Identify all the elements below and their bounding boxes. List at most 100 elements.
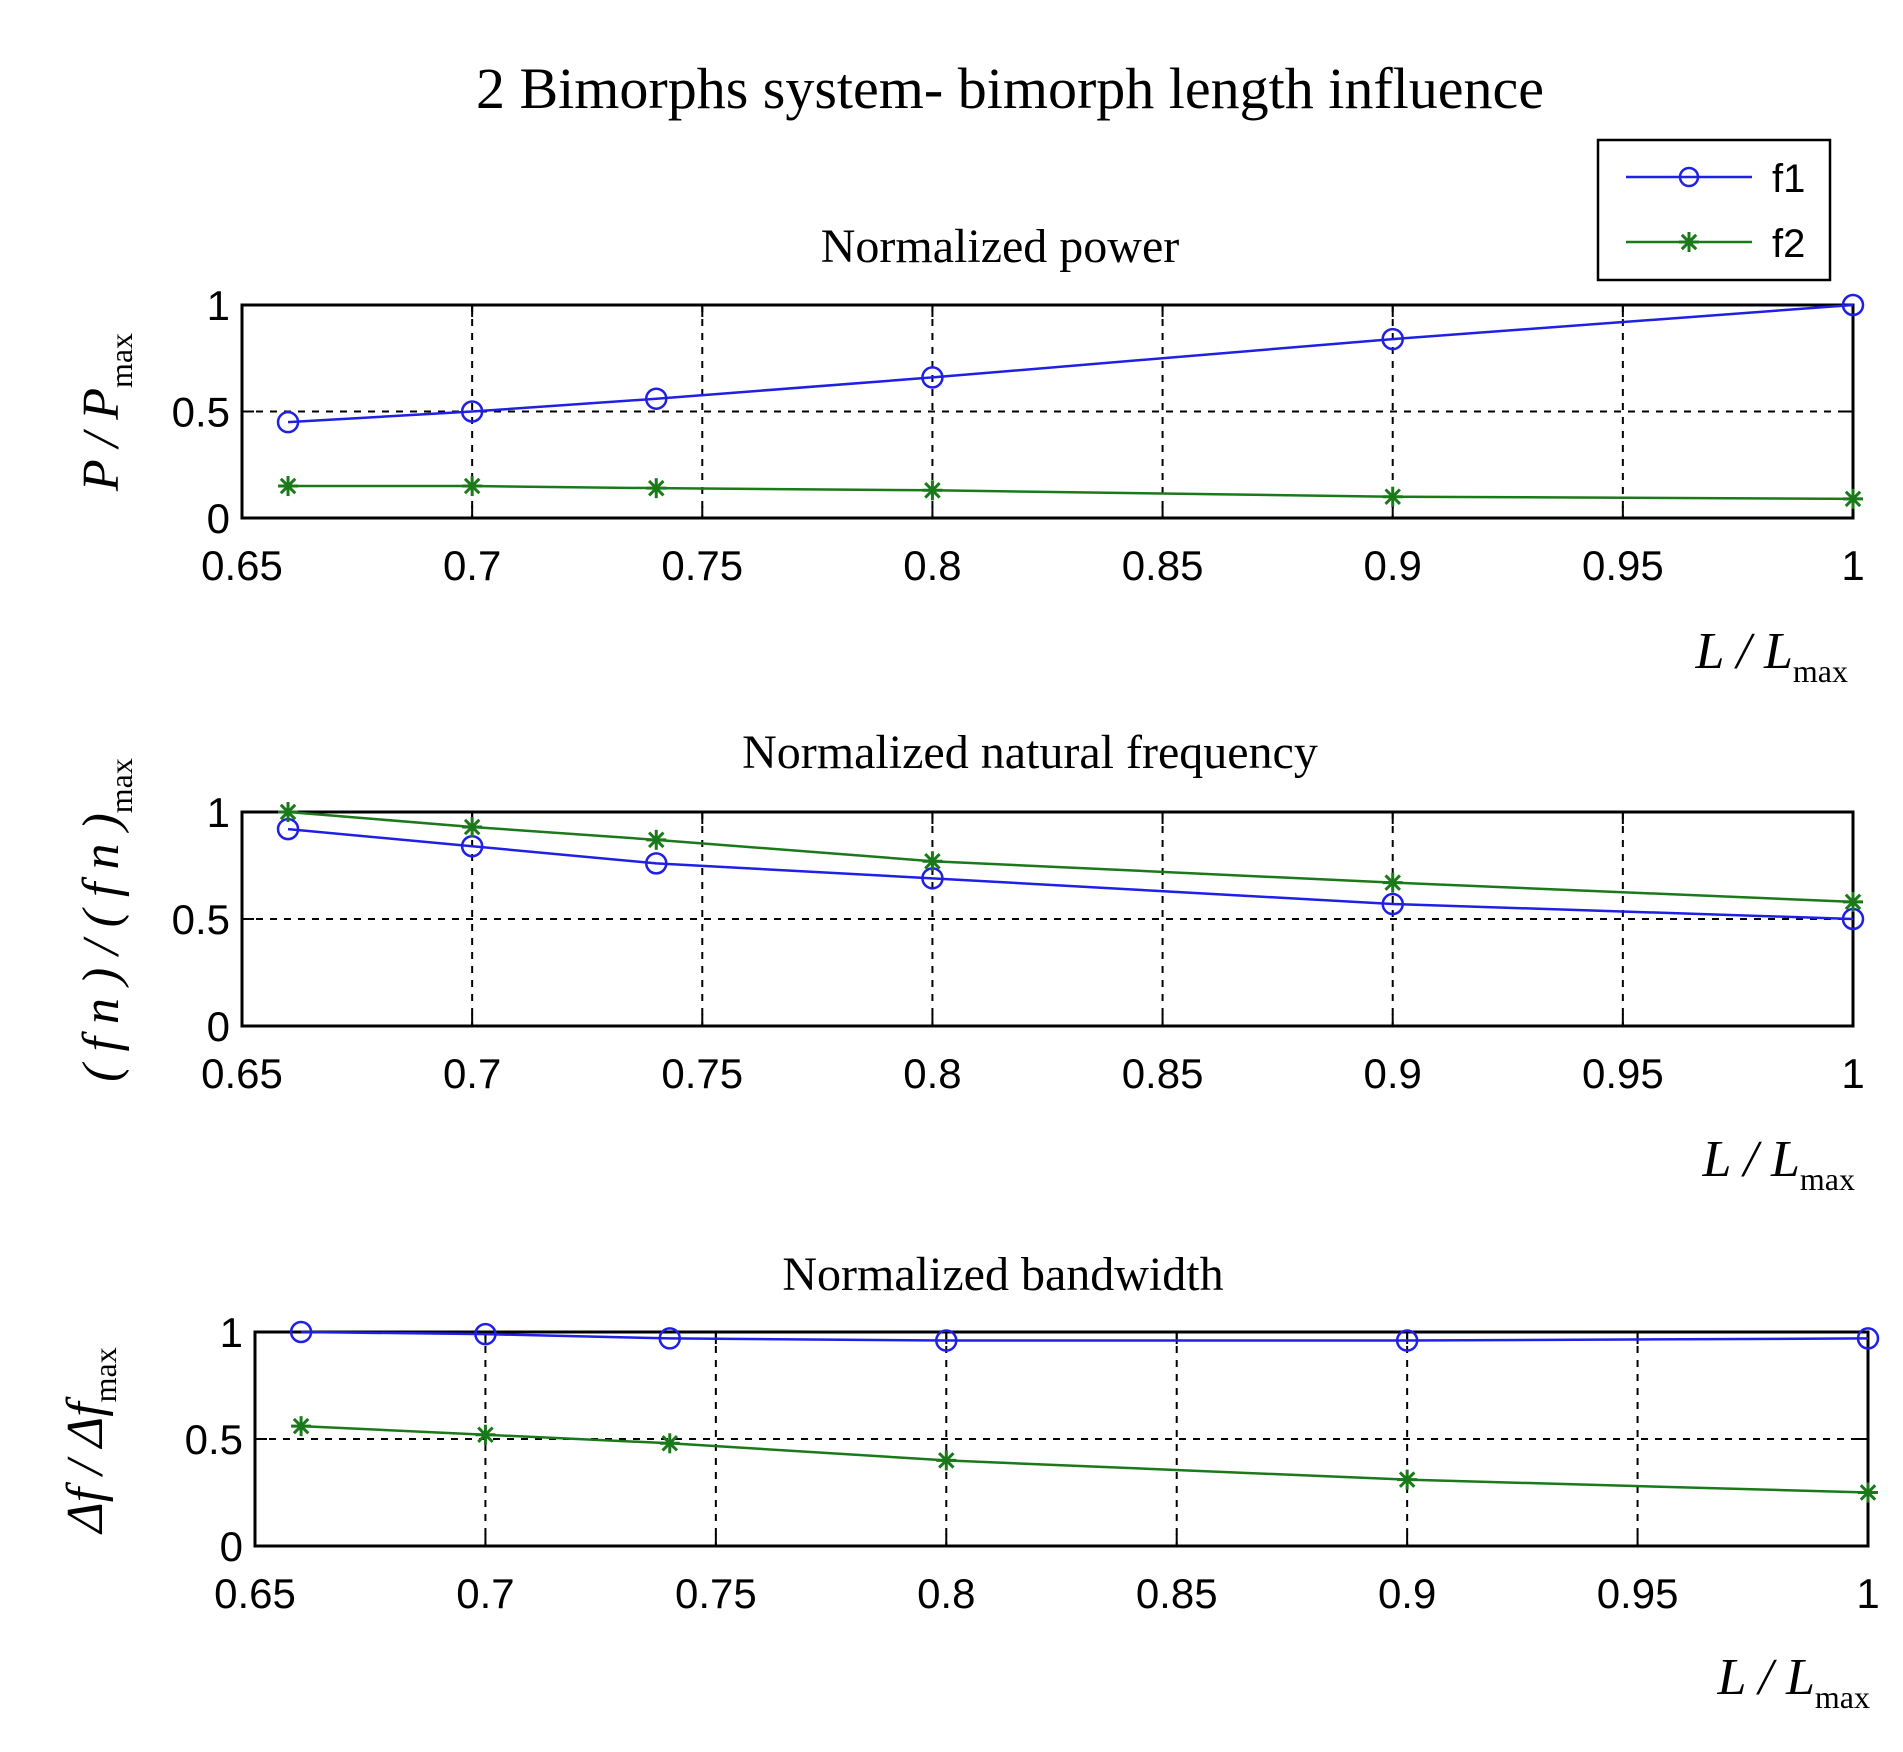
series-line-f2-1: [287, 810, 1854, 904]
y-axis-label-sub-2: max: [87, 1347, 123, 1402]
point-f2-0-3-stroke-3: [924, 482, 941, 499]
x-tick-label-0-0: 0.65: [201, 542, 283, 589]
legend-label-f1: f1: [1772, 157, 1805, 201]
y-axis-label-sub-0: max: [103, 333, 139, 388]
point-f2-2-0: [291, 1416, 312, 1437]
legend-asterisk-f2-stroke-3: [1680, 233, 1698, 251]
point-f1-0-5: [1841, 293, 1865, 317]
point-f2-1-2: [646, 829, 667, 850]
y-axis-label-main-0: P / P: [73, 388, 130, 492]
x-tick-label-2-5: 0.9: [1378, 1570, 1436, 1617]
point-f2-2-4-stroke-3: [1398, 1471, 1416, 1488]
point-f1-2-5: [1856, 1327, 1880, 1350]
point-f2-1-5: [1843, 891, 1863, 912]
point-f1-2-1: [474, 1322, 497, 1346]
point-f2-2-5-stroke-3: [1859, 1484, 1877, 1501]
point-f2-0-2: [646, 478, 667, 499]
x-tick-label-0-3: 0.8: [903, 542, 961, 589]
x-tick-label-0-5: 0.9: [1364, 542, 1422, 589]
x-axis-label-sub-0: max: [1793, 653, 1848, 689]
point-f1-2-4: [1395, 1329, 1419, 1352]
x-tick-label-2-2: 0.75: [675, 1570, 757, 1617]
panel-normalized-natural-frequency: 0.65 0.7 0.75 0.8 0.85 0.9 0.95 1 0 0.5 1 Normalize…: [73, 726, 1865, 1197]
point-f2-1-4-stroke-3: [1384, 874, 1401, 891]
legend-asterisk-f2: [1679, 232, 1699, 252]
x-axis-label-main-1: L / L: [1702, 1131, 1800, 1188]
point-f2-2-0-stroke-3: [292, 1417, 310, 1435]
point-f1-0-0: [276, 410, 300, 434]
x-axis-label-1: L / Lmax: [1702, 1131, 1855, 1197]
x-tick-label-2-3: 0.8: [917, 1570, 975, 1617]
x-axis-label-0: L / Lmax: [1695, 623, 1848, 689]
point-f2-2-1: [475, 1424, 496, 1445]
point-f1-2-2: [658, 1327, 682, 1350]
x-axis-label-sub-2: max: [1815, 1679, 1870, 1715]
point-f2-0-4: [1382, 486, 1403, 507]
series-line-f1-2: [301, 1330, 1869, 1342]
legend-label-f2: f2: [1772, 222, 1805, 266]
x-tick-label-0-6: 0.95: [1582, 542, 1664, 589]
y-tick-label-1-1: 0.5: [172, 896, 230, 943]
point-f1-0-2: [645, 387, 668, 410]
y-tick-label-1-0: 0: [207, 1003, 230, 1050]
y-axis-label-2: Δf / Δfmax: [57, 1347, 123, 1534]
point-f2-1-0: [278, 802, 299, 822]
point-f1-2-0: [289, 1320, 313, 1344]
point-f2-0-4-stroke-3: [1384, 488, 1401, 505]
point-f2-1-0-stroke-3: [279, 803, 297, 821]
point-f2-1-1: [462, 816, 483, 837]
series-line-f2-0: [288, 484, 1854, 501]
point-f1-0-3: [921, 366, 944, 389]
x-tick-label-2-1: 0.7: [456, 1570, 514, 1617]
point-f2-0-5: [1843, 488, 1863, 509]
chart-title-0: Normalized power: [821, 220, 1180, 273]
point-f2-1-2-stroke-3: [647, 831, 665, 849]
x-tick-label-1-3: 0.8: [903, 1050, 961, 1097]
series-line-f1-1: [287, 827, 1854, 921]
y-axis-label-main-2: Δf / Δf: [57, 1396, 114, 1535]
legend-marker-f2: [1679, 232, 1699, 252]
x-axis-label-main-2: L / L: [1717, 1649, 1815, 1706]
x-tick-label-1-6: 0.95: [1582, 1050, 1664, 1097]
point-f2-2-3: [936, 1450, 957, 1471]
x-tick-label-1-0: 0.65: [201, 1050, 283, 1097]
y-tick-label-0-1: 0.5: [172, 389, 230, 436]
legend: f1 f2: [1596, 138, 1832, 282]
point-f2-0-1: [462, 476, 483, 497]
point-f1-0-1: [460, 400, 484, 423]
point-f2-1-5-stroke-3: [1844, 893, 1862, 911]
x-axis-label-sub-1: max: [1800, 1161, 1855, 1197]
y-axis-label-1: ( f n ) / ( f n )max: [73, 758, 139, 1082]
point-f2-2-3-stroke-3: [938, 1452, 955, 1469]
point-f1-2-3: [935, 1329, 958, 1352]
point-f2-0-0: [278, 476, 299, 497]
y-axis-label-main-1: ( f n ) / ( f n ): [73, 813, 130, 1082]
x-tick-label-2-4: 0.85: [1136, 1570, 1218, 1617]
series-line-f1-0: [287, 303, 1854, 424]
chart-title-2: Normalized bandwidth: [782, 1248, 1223, 1301]
x-tick-label-1-7: 1: [1841, 1050, 1864, 1097]
x-tick-label-0-1: 0.7: [443, 542, 501, 589]
point-f2-0-1-stroke-3: [463, 477, 481, 495]
point-f2-1-1-stroke-3: [463, 818, 481, 836]
y-axis-label-sub-1: max: [103, 758, 139, 813]
point-f2-2-2: [659, 1433, 680, 1454]
series-line-f2-2: [301, 1424, 1869, 1494]
y-tick-label-1-2: 1: [207, 789, 230, 836]
point-f2-2-2-stroke-3: [661, 1435, 679, 1452]
y-tick-label-0-0: 0: [207, 495, 230, 542]
x-tick-label-1-4: 0.85: [1122, 1050, 1204, 1097]
point-f1-0-4: [1381, 327, 1404, 351]
legend-box: [1596, 138, 1832, 282]
x-tick-label-0-7: 1: [1841, 542, 1864, 589]
point-f2-1-4: [1382, 872, 1403, 893]
panel-normalized-bandwidth: 0.65 0.7 0.75 0.8 0.85 0.9 0.95 1 0 0.5 1 Normalize…: [57, 1248, 1880, 1715]
y-tick-label-2-0: 0: [220, 1523, 243, 1570]
figure-title: 2 Bimorphs system- bimorph length influe…: [476, 56, 1544, 121]
x-tick-label-1-2: 0.75: [661, 1050, 743, 1097]
y-tick-label-2-2: 1: [220, 1309, 243, 1356]
chart-title-1: Normalized natural frequency: [742, 726, 1318, 779]
x-tick-label-0-4: 0.85: [1122, 542, 1204, 589]
point-f2-2-1-stroke-3: [477, 1426, 494, 1443]
